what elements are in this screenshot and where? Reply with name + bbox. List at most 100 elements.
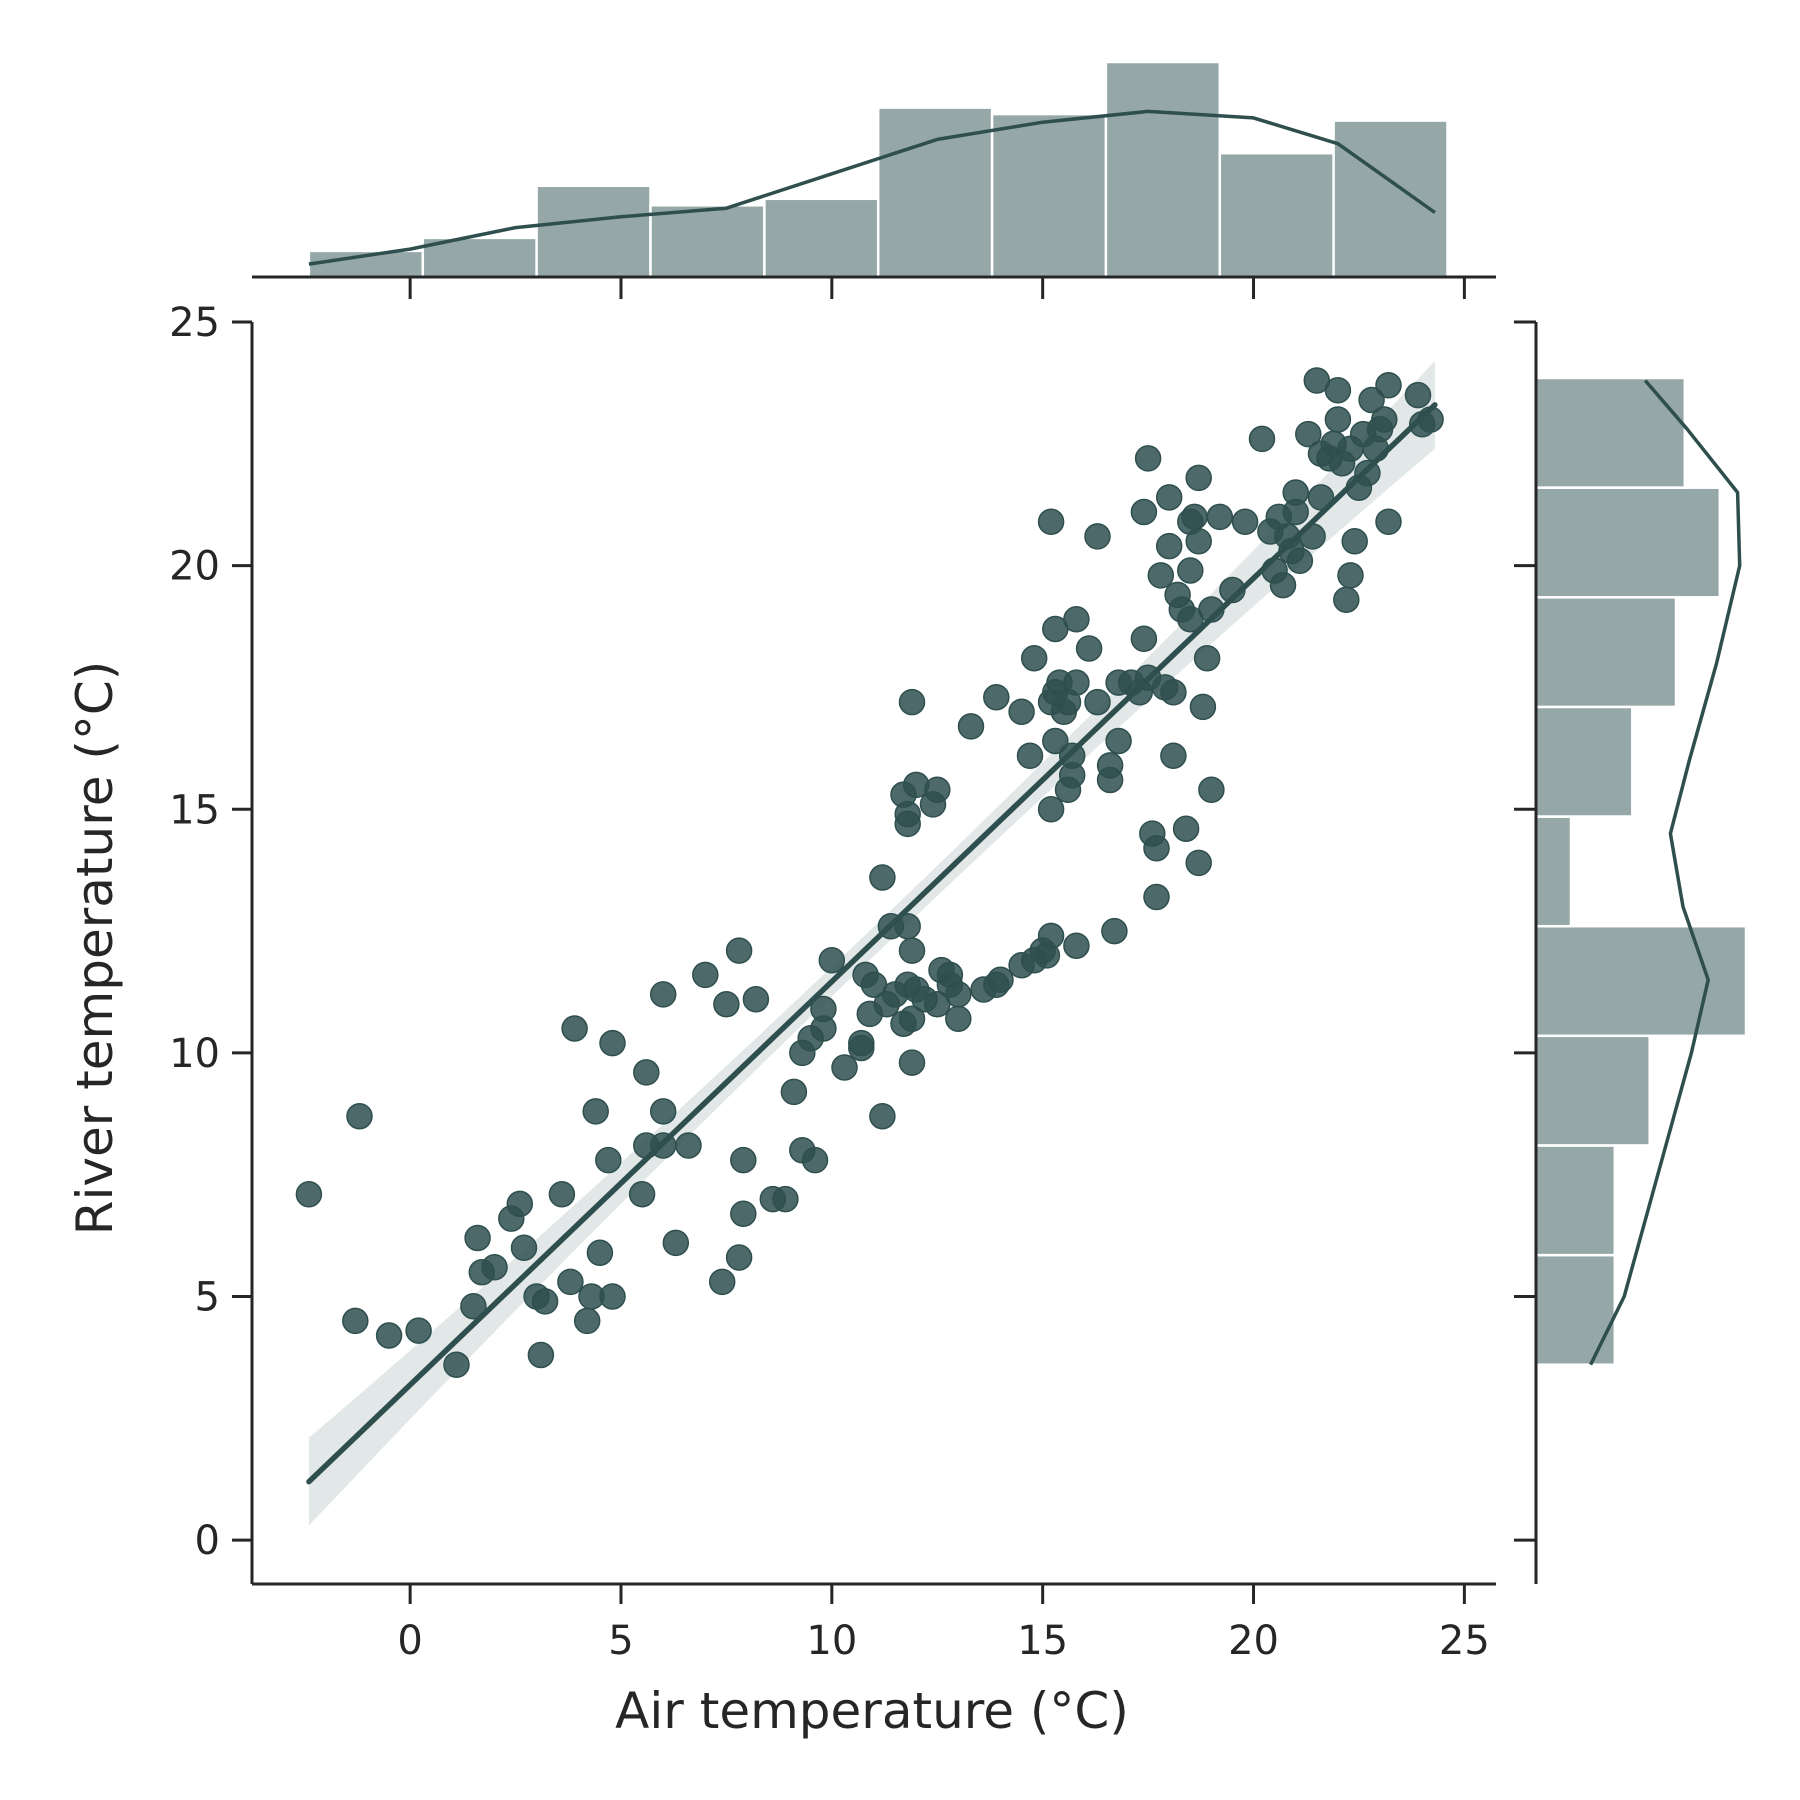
scatter-point	[1063, 932, 1090, 959]
scatter-point	[1172, 815, 1200, 842]
scatter-point	[1333, 586, 1360, 613]
scatter-point	[692, 961, 719, 989]
y-hist-bar	[1534, 486, 1722, 599]
scatter-panel: 0 5 10 15 20 25 0 5 10 15 20 25	[169, 300, 1496, 1664]
scatter-point	[1037, 508, 1065, 536]
scatter-point	[295, 1180, 323, 1208]
x-hist-bar	[649, 204, 766, 279]
scatter-point	[1282, 498, 1309, 526]
scatter-point	[1130, 625, 1158, 652]
x-axis-ticks: 0 5 10 15 20 25	[397, 1584, 1490, 1664]
scatter-point	[662, 1229, 690, 1257]
scatter-point	[1358, 386, 1385, 414]
scatter-point	[527, 1341, 555, 1369]
scatter-point	[548, 1180, 576, 1208]
scatter-point	[725, 1244, 753, 1271]
y-hist-bar	[1534, 924, 1748, 1038]
scatter-point	[894, 800, 921, 828]
scatter-point	[405, 1317, 432, 1344]
y-marginal-kde	[1589, 379, 1742, 1366]
scatter-point	[1231, 508, 1259, 536]
y-tick-label: 0	[195, 1518, 220, 1564]
scatter-point	[730, 1146, 757, 1174]
y-axis-label: River temperature (°C)	[66, 661, 124, 1236]
scatter-point	[1130, 498, 1158, 526]
scatter-point	[649, 981, 677, 1008]
x-tick-label: 10	[806, 1618, 857, 1664]
scatter-point	[1341, 528, 1368, 555]
regression-line	[306, 402, 1438, 1485]
scatter-point	[561, 1015, 588, 1042]
scatter-point	[1096, 766, 1124, 794]
scatter-point	[595, 1146, 622, 1174]
x-hist-bar	[1332, 119, 1449, 279]
scatter-point	[1185, 464, 1212, 492]
scatter-point	[725, 937, 753, 964]
scatter-point	[869, 1102, 896, 1130]
scatter-point	[1037, 922, 1065, 950]
y-hist-bar	[1534, 376, 1687, 489]
y-marginal-ticks	[1514, 320, 1536, 1542]
scatter-point	[1295, 420, 1322, 448]
y-hist-bar	[1534, 1034, 1651, 1147]
x-axis-label: Air temperature (°C)	[615, 1682, 1129, 1740]
scatter-point	[801, 1146, 829, 1174]
x-hist-bar	[1104, 60, 1222, 279]
scatter-point	[1193, 644, 1221, 672]
scatter-points	[295, 367, 1444, 1378]
y-marginal-histogram	[1534, 376, 1748, 1366]
scatter-point	[898, 1005, 926, 1033]
x-marginal-histogram	[307, 60, 1449, 279]
scatter-point	[1143, 883, 1170, 911]
scatter-point	[1075, 635, 1103, 662]
scatter-point	[1371, 406, 1398, 433]
scatter-point	[1375, 372, 1402, 399]
scatter-point	[772, 1185, 799, 1213]
scatter-point	[599, 1029, 626, 1057]
scatter-point	[1269, 571, 1297, 599]
scatter-point	[831, 1054, 858, 1081]
scatter-point	[464, 1224, 491, 1252]
y-tick-label: 15	[169, 787, 220, 833]
scatter-point	[531, 1288, 559, 1315]
x-tick-label: 5	[608, 1618, 633, 1664]
scatter-point	[1307, 484, 1335, 511]
scatter-point	[1147, 562, 1175, 589]
x-marginal-ticks	[408, 277, 1466, 299]
scatter-point	[1375, 508, 1402, 536]
scatter-point	[1042, 727, 1069, 755]
scatter-point	[708, 1268, 736, 1296]
scatter-point	[1160, 742, 1187, 769]
x-hist-bar	[1218, 151, 1335, 279]
scatter-point	[1160, 679, 1187, 706]
x-hist-bar	[990, 112, 1108, 279]
x-hist-bar	[535, 184, 652, 279]
y-hist-bar	[1534, 1253, 1617, 1366]
scatter-point	[506, 1190, 534, 1218]
scatter-point	[818, 947, 846, 974]
scatter-point	[945, 1005, 972, 1033]
scatter-point	[346, 1102, 373, 1130]
scatter-point	[1143, 834, 1170, 862]
x-hist-bar	[763, 197, 880, 279]
scatter-point	[945, 981, 972, 1008]
scatter-point	[628, 1180, 656, 1208]
scatter-point	[1155, 532, 1183, 560]
scatter-point	[342, 1307, 369, 1335]
y-marginal-panel	[1514, 320, 1748, 1584]
scatter-point	[1181, 503, 1208, 531]
scatter-point	[987, 966, 1014, 994]
scatter-point	[1101, 917, 1128, 945]
y-tick-label: 25	[169, 300, 220, 346]
scatter-point	[510, 1234, 538, 1262]
scatter-point	[1185, 528, 1212, 555]
scatter-point	[1189, 693, 1217, 721]
scatter-point	[1037, 796, 1065, 823]
scatter-point	[742, 986, 770, 1013]
scatter-point	[713, 990, 740, 1018]
x-marginal-kde	[308, 109, 1436, 266]
scatter-point	[582, 1098, 609, 1125]
scatter-point	[460, 1293, 487, 1320]
x-tick-label: 0	[397, 1618, 422, 1664]
